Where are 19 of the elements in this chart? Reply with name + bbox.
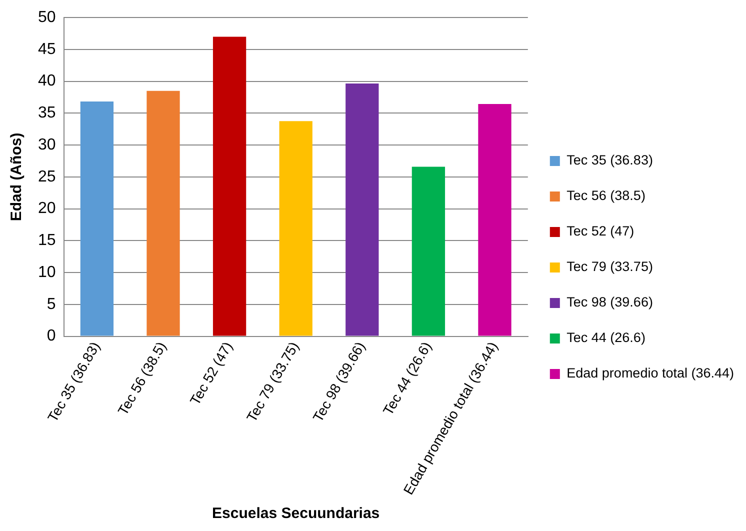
x-axis-title: Escuelas Secuundarias [212, 505, 380, 522]
y-tick-label: 35 [38, 104, 56, 122]
y-tick-label: 0 [46, 328, 56, 345]
legend-label: Tec 35 (36.83) [566, 152, 653, 168]
y-axis-title: Edad (Años) [8, 132, 26, 222]
y-tick-label: 15 [38, 232, 56, 250]
legend-label: Tec 56 (38.5) [566, 188, 646, 204]
legend-label: Tec 98 (39.66) [566, 294, 653, 310]
y-tick-label: 5 [46, 296, 56, 313]
x-tick-label: Tec 52 (47) [186, 338, 236, 408]
y-tick-label: 20 [38, 200, 56, 218]
y-tick-label: 25 [38, 168, 56, 186]
y-tick-label: 40 [38, 72, 56, 90]
y-tick-label: 45 [38, 40, 56, 58]
y-tick-label: 10 [38, 264, 56, 281]
y-tick-label: 50 [38, 9, 56, 26]
legend-label: Tec 52 (47) [566, 224, 634, 239]
legend-label: Tec 79 (33.75) [566, 259, 653, 274]
y-tick-label: 30 [38, 136, 56, 154]
